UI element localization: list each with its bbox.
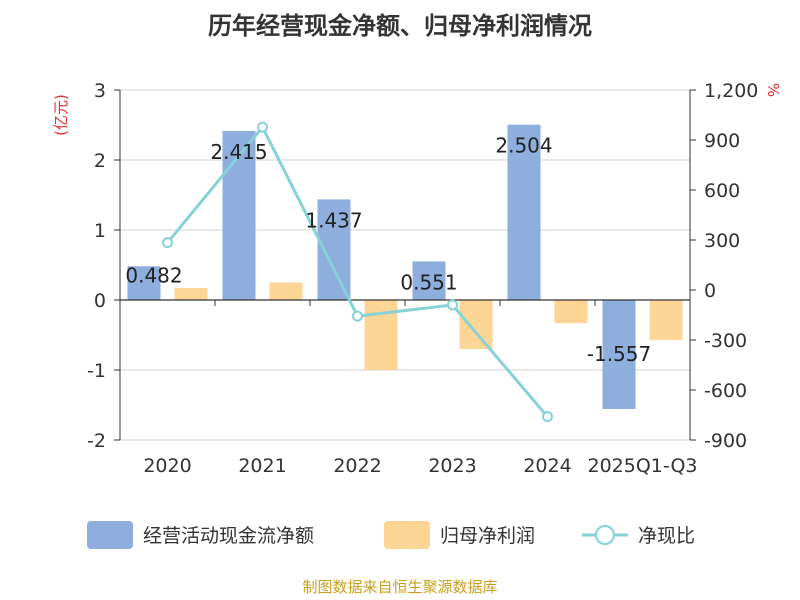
left-tick-label: 1 <box>94 220 106 242</box>
source-note: 制图数据来自恒生聚源数据库 <box>302 578 497 596</box>
bar-cashflow <box>127 266 161 300</box>
chart-title: 历年经营现金净额、归母净利润情况 <box>208 12 592 40</box>
left-axis-unit: (亿元) <box>52 94 70 136</box>
bar-cashflow <box>507 124 541 300</box>
right-tick-label: 900 <box>704 130 740 152</box>
ratio-point <box>542 411 553 423</box>
ratio-point <box>447 299 458 311</box>
data-label: 0.551 <box>400 270 457 294</box>
left-tick-label: 2 <box>94 150 106 172</box>
category-label: 2023 <box>428 455 476 477</box>
data-label: 2.504 <box>495 134 552 158</box>
left-tick-label: 0 <box>94 290 106 312</box>
right-tick-label: -300 <box>704 330 747 352</box>
ratio-point <box>162 237 173 249</box>
category-label: 2025Q1-Q3 <box>588 455 698 477</box>
right-tick-label: 300 <box>704 230 740 252</box>
right-tick-label: 0 <box>704 280 716 302</box>
legend-label: 归母净利润 <box>440 525 535 547</box>
legend-swatch <box>384 521 430 549</box>
right-axis-unit: % <box>764 83 782 97</box>
right-tick-label: -600 <box>704 380 747 402</box>
right-tick-label: 600 <box>704 180 740 202</box>
left-tick-label: -1 <box>87 360 106 382</box>
legend-swatch <box>87 521 133 549</box>
category-label: 2020 <box>143 455 191 477</box>
ratio-line <box>162 121 553 423</box>
data-labels: 0.482 2.415 1.437 0.551 2.504 -1.557 <box>125 134 651 366</box>
bar-net-profit <box>459 300 493 349</box>
legend-label: 经营活动现金流净额 <box>143 525 314 547</box>
data-label: -1.557 <box>587 342 651 366</box>
ratio-point <box>257 121 268 133</box>
category-label: 2024 <box>523 455 571 477</box>
right-tick-label: -900 <box>704 430 747 452</box>
bar-net-profit <box>554 300 588 324</box>
data-label: 2.415 <box>210 140 267 164</box>
ratio-point <box>352 310 363 322</box>
left-tick-label: -2 <box>87 430 106 452</box>
legend-marker <box>595 525 615 545</box>
legend: 经营活动现金流净额 归母净利润 净现比 <box>87 521 695 549</box>
bars <box>127 124 683 409</box>
bar-cashflow <box>222 130 256 300</box>
category-label: 2022 <box>333 455 381 477</box>
bar-net-profit <box>364 300 398 370</box>
category-label: 2021 <box>238 455 286 477</box>
data-label: 0.482 <box>125 263 182 287</box>
bar-cashflow <box>412 261 446 300</box>
bar-net-profit <box>269 282 303 300</box>
left-tick-label: 3 <box>94 80 106 102</box>
right-tick-label: 1,200 <box>704 80 758 102</box>
bar-net-profit <box>174 288 208 300</box>
bar-cashflow <box>602 300 636 409</box>
legend-label: 净现比 <box>638 525 695 547</box>
axes: -2 -1 0 1 2 3 -900 -600 -300 0 300 600 900 1,200 2020 2… <box>87 80 758 477</box>
data-label: 1.437 <box>305 208 362 232</box>
bar-net-profit <box>649 300 683 340</box>
